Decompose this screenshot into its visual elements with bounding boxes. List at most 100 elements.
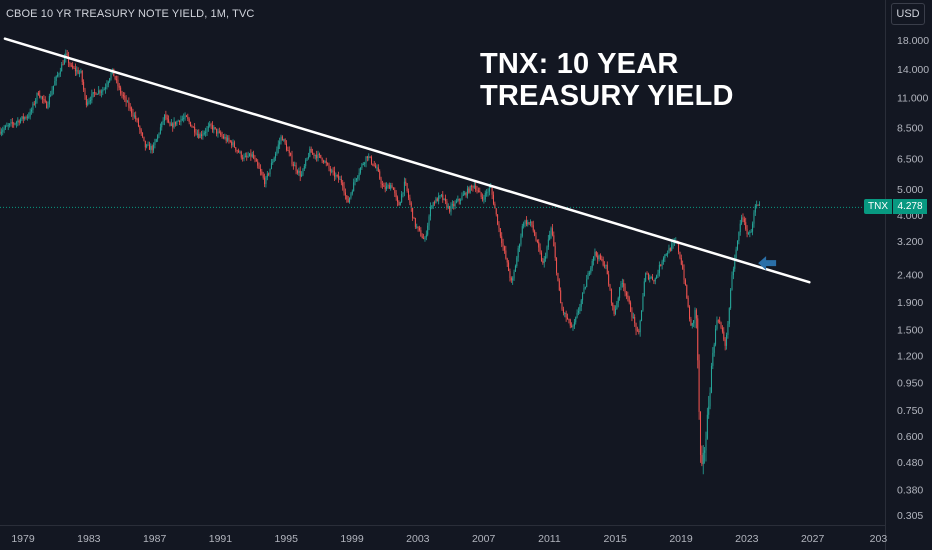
x-tick-label: 2027 (801, 533, 825, 545)
candle-body (44, 99, 46, 102)
candle-body (742, 217, 744, 219)
candle-body (122, 94, 124, 97)
x-tick-label: 2011 (538, 533, 561, 545)
candle-body (717, 320, 719, 322)
candle-body (539, 247, 541, 253)
candle-body (471, 185, 473, 187)
candle-body (103, 89, 105, 91)
candle-body (121, 93, 123, 95)
candle-body (13, 123, 15, 125)
candle-body (483, 199, 485, 201)
candle-body (313, 153, 315, 156)
candle-body (190, 121, 192, 127)
candle-body (77, 70, 79, 74)
candle-body (379, 171, 381, 179)
candle-body (163, 114, 165, 121)
candle-body (139, 126, 141, 130)
candle-body (255, 159, 257, 162)
candle-body (18, 120, 20, 123)
candle-body (604, 265, 606, 267)
candle-body (317, 153, 319, 159)
candle-body (550, 228, 552, 235)
candle-body (238, 150, 240, 153)
candle-body (169, 122, 171, 126)
candle-body (369, 156, 371, 158)
candle-body (457, 198, 459, 202)
candle-body (316, 155, 318, 159)
candle-body (132, 113, 134, 117)
candle-body (443, 198, 445, 200)
candle-body (69, 62, 71, 66)
candle-body (298, 170, 300, 173)
candle-body (510, 278, 512, 281)
y-tick-label: 0.600 (897, 431, 923, 443)
candle-body (486, 192, 488, 194)
candle-body (62, 64, 64, 66)
candle-body (120, 87, 122, 94)
candle-body (442, 194, 444, 200)
candle-body (187, 116, 189, 120)
candle-body (362, 163, 364, 165)
candle-body (192, 126, 194, 128)
candle-body (209, 124, 211, 127)
candle-body (494, 203, 496, 209)
candle-body (743, 218, 745, 223)
candle-body (642, 296, 644, 311)
candle-body (738, 232, 740, 241)
candle-body (460, 200, 462, 202)
candle-body (683, 268, 685, 280)
candle-body (540, 252, 542, 261)
candle-body (61, 64, 63, 72)
candle-body (497, 214, 499, 225)
candle-body (575, 317, 577, 323)
candle-body (708, 406, 710, 415)
candle-body (684, 279, 686, 285)
y-tick-label: 8.500 (897, 122, 923, 134)
candle-body (109, 78, 111, 82)
candle-body (323, 160, 325, 163)
candle-body (613, 306, 615, 314)
candle-body (446, 201, 448, 208)
candle-body (227, 137, 229, 141)
candle-body (150, 146, 152, 150)
currency-button[interactable]: USD (891, 3, 925, 25)
candle-body (239, 151, 241, 153)
candle-body (569, 319, 571, 326)
candle-body (647, 273, 649, 280)
candle-body (730, 289, 732, 309)
candle-body (296, 170, 298, 173)
candle-body (558, 280, 560, 291)
candle-body (653, 279, 655, 282)
candle-body (547, 239, 549, 248)
candle-body (302, 168, 304, 175)
candle-body (376, 167, 378, 169)
candle-body (595, 251, 597, 256)
candle-body (678, 242, 680, 252)
candle-body (709, 392, 711, 407)
candle-body (413, 217, 415, 219)
candles (0, 49, 760, 475)
candle-body (445, 198, 447, 202)
candle-body (286, 143, 288, 151)
candle-body (436, 198, 438, 202)
candle-body (391, 185, 393, 188)
candle-body (291, 155, 293, 165)
candle-body (203, 132, 205, 135)
candle-body (686, 284, 688, 298)
candle-body (381, 184, 383, 186)
candle-body (73, 67, 75, 69)
candle-body (176, 121, 178, 125)
y-tick-label: 0.750 (897, 405, 923, 417)
candle-body (133, 115, 135, 117)
candle-body (384, 186, 386, 190)
candle-body (573, 322, 575, 327)
candle-body (543, 258, 545, 263)
candle-body (303, 165, 305, 169)
candle-body (312, 152, 314, 154)
candle-body (668, 248, 670, 254)
candle-body (395, 193, 397, 198)
candle-body (0, 131, 1, 134)
candle-body (32, 103, 34, 110)
